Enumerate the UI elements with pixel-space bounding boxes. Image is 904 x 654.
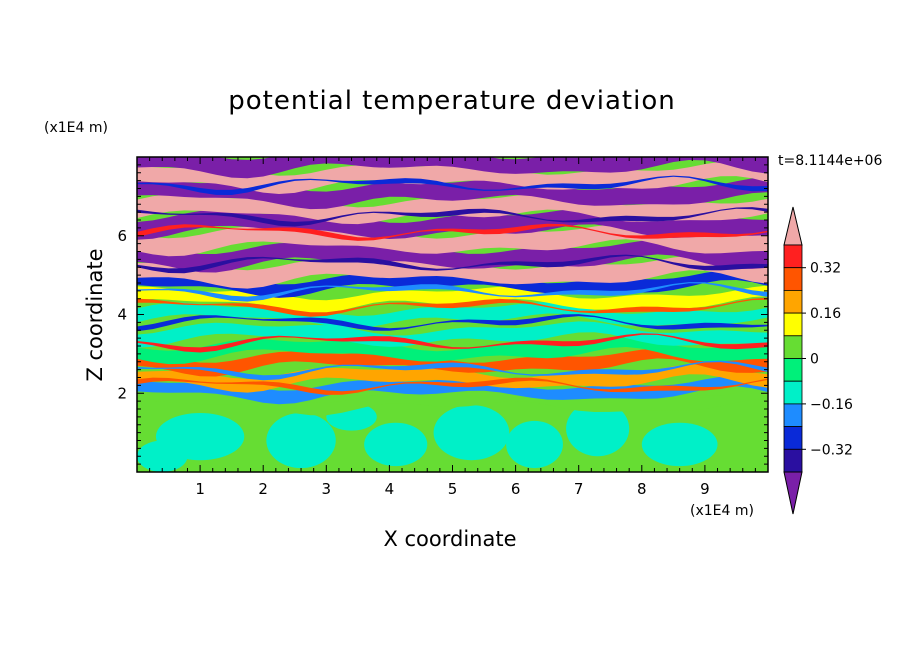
x-tick-label: 5: [448, 480, 458, 498]
colorbar-tick-label: −0.16: [810, 397, 853, 413]
contour-streak: [137, 223, 768, 241]
y-tick-label: 4: [117, 306, 127, 324]
y-unit-label: (x1E4 m): [44, 120, 108, 136]
colorbar-bin: [783, 267, 803, 291]
contour-band: [137, 255, 768, 289]
colorbar-bin: [783, 426, 803, 450]
contour-field: [137, 157, 768, 472]
contour-band: [137, 321, 768, 348]
contour-band: [137, 239, 768, 273]
contour-streak: [137, 377, 768, 395]
colorbar-tick-label: 0.32: [810, 261, 841, 277]
x-axis-label: X coordinate: [383, 527, 517, 551]
contour-streak: [137, 333, 768, 353]
colorbar-bin: [783, 380, 803, 405]
lower-blob: [506, 420, 563, 469]
contour-streak: [137, 175, 768, 195]
contour-band: [137, 224, 768, 257]
contour-streak: [137, 360, 768, 381]
y-tick-label: 6: [117, 227, 127, 245]
lower-blob: [566, 401, 630, 457]
contour-streak: [137, 254, 768, 274]
contour-band: [137, 387, 768, 416]
colorbar-bin: [783, 403, 803, 427]
contour-band: [137, 364, 768, 393]
colorbar-extend-min: [783, 471, 803, 515]
contour-streak: [137, 314, 768, 332]
contour-band: [137, 157, 768, 179]
colorbar-bin: [783, 244, 803, 269]
colorbar: 0.32 0.16 0 −0.16 −0.32: [783, 206, 853, 515]
contour-streak: [137, 282, 768, 302]
colorbar-bin: [783, 448, 803, 473]
colorbar-bin: [783, 335, 803, 359]
x-tick-label: 4: [385, 480, 395, 498]
colorbar-tick-label: −0.32: [810, 442, 853, 458]
colorbar-bin: [783, 312, 803, 337]
chart-title: potential temperature deviation: [228, 86, 676, 116]
lower-blob: [433, 405, 510, 461]
x-tick-label: 3: [322, 480, 332, 498]
contour-band: [137, 375, 768, 405]
contour-band: [137, 285, 768, 313]
lower-blob: [137, 440, 188, 472]
y-tick-label: 2: [117, 384, 127, 402]
x-tick-label: 7: [574, 480, 584, 498]
lower-blob: [266, 412, 336, 469]
x-tick-label: 6: [511, 480, 521, 498]
colorbar-tick-label: 0.16: [810, 306, 841, 322]
lower-blob: [641, 422, 718, 467]
axis-ticks: [137, 157, 769, 472]
time-label: t=8.1144e+06: [778, 153, 883, 169]
colorbar-tick-label: 0: [810, 352, 819, 368]
contour-streak: [137, 297, 768, 317]
x-tick-label: 8: [637, 480, 647, 498]
colorbar-bin: [783, 289, 803, 314]
colorbar-bin: [783, 358, 803, 382]
lower-blob: [364, 422, 428, 467]
contour-band: [137, 176, 768, 210]
x-tick-label: 1: [195, 480, 205, 498]
x-tick-label: 2: [258, 480, 268, 498]
x-unit-label: (x1E4 m): [690, 503, 754, 519]
contour-streak: [137, 207, 768, 227]
colorbar-extend-max: [783, 206, 803, 246]
contour-band: [137, 337, 768, 365]
x-tick-label: 9: [700, 480, 710, 498]
